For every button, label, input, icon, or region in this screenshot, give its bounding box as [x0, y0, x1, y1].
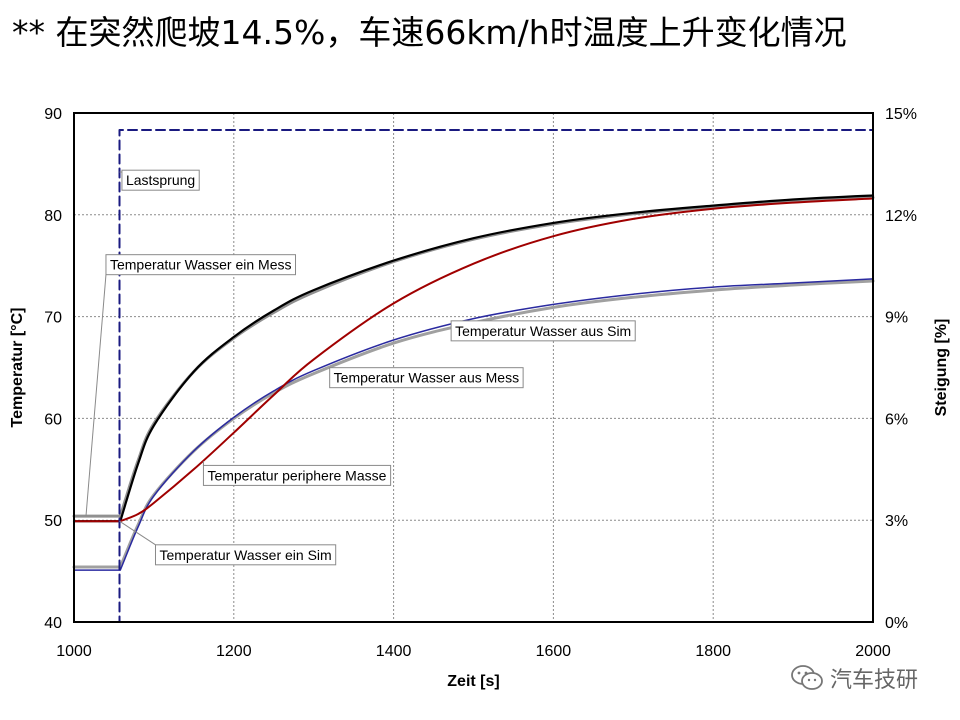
annotation-text: Temperatur periphere Masse: [207, 467, 386, 483]
y-axis-right-title: Steigung [%]: [933, 319, 950, 417]
x-tick-label: 1800: [695, 643, 731, 660]
annotation-box: [154, 544, 337, 566]
annotation-leader: [85, 274, 107, 517]
y-right-tick-label: 6%: [885, 411, 908, 428]
y-left-tick-label: 50: [44, 513, 62, 530]
annotations: Lastsprung Temperatur Wasser ein Mess Temp…: [85, 169, 636, 566]
x-axis-title: Zeit [s]: [447, 673, 499, 690]
y-left-tick-label: 80: [44, 208, 62, 225]
y-right-tick-label: 0%: [885, 615, 908, 632]
series-temperatur-periphere-masse: [73, 197, 874, 523]
y-right-tick-label: 3%: [885, 513, 908, 530]
annotation-text: Temperatur Wasser aus Sim: [455, 323, 631, 339]
y-right-tick-label: 9%: [885, 310, 908, 327]
annotation-text: Temperatur Wasser ein Mess: [110, 257, 292, 273]
y-axis-left-title: Temperatur [°C]: [9, 308, 26, 428]
annotation-text: Lastsprung: [126, 172, 195, 188]
y-right-tick-label: 15%: [885, 106, 917, 123]
annotation-temperatur-wasser-aus-sim: Temperatur Wasser aus Sim: [450, 320, 636, 342]
slide-title: ** 在突然爬坡14.5%，车速66km/h时温度上升变化情况: [12, 13, 847, 52]
watermark-text: 汽车技研: [830, 668, 919, 693]
y-left-tick-label: 40: [44, 615, 62, 632]
x-tick-label: 1400: [376, 643, 412, 660]
x-tick-label: 1000: [56, 643, 92, 660]
y-right-tick-label: 12%: [885, 208, 917, 225]
annotation-temperatur-wasser-ein-sim: Temperatur Wasser ein Sim: [119, 520, 337, 566]
watermark: 汽车技研: [790, 662, 918, 694]
x-tick-label: 1600: [536, 643, 572, 660]
annotation-leader: [119, 520, 156, 546]
annotation-temperatur-wasser-ein-mess: Temperatur Wasser ein Mess: [85, 254, 297, 517]
annotation-temperatur-wasser-aus-mess: Temperatur Wasser aus Mess: [329, 367, 524, 389]
wechat-icon: [790, 664, 824, 692]
grid: [74, 113, 873, 622]
annotation-temperatur-periphere-masse: Temperatur periphere Masse: [202, 461, 392, 486]
annotation-text: Temperatur Wasser ein Sim: [159, 547, 331, 563]
plot-frame: [73, 112, 874, 623]
series-temperatur-wasser-aus-sim: [73, 278, 874, 571]
x-tick-label: 2000: [855, 643, 891, 660]
annotation-box: [450, 320, 636, 342]
annotation-box: [329, 367, 524, 389]
annotation-lastsprung: Lastsprung: [119, 169, 200, 191]
annotation-box: [105, 254, 297, 276]
x-tick-label: 1200: [216, 643, 252, 660]
annotation-box: [121, 169, 200, 191]
y-left-tick-label: 60: [44, 411, 62, 428]
tick-labels: 1000 1200 1400 1600 1800 2000 40 50 60 70 80 90 0% 3%…: [44, 106, 917, 660]
y-left-tick-label: 70: [44, 310, 62, 327]
y-left-tick-label: 90: [44, 106, 62, 123]
series-temperatur-wasser-ein-sim: [72, 194, 875, 523]
annotation-text: Temperatur Wasser aus Mess: [334, 370, 519, 386]
annotation-box: [202, 464, 392, 486]
